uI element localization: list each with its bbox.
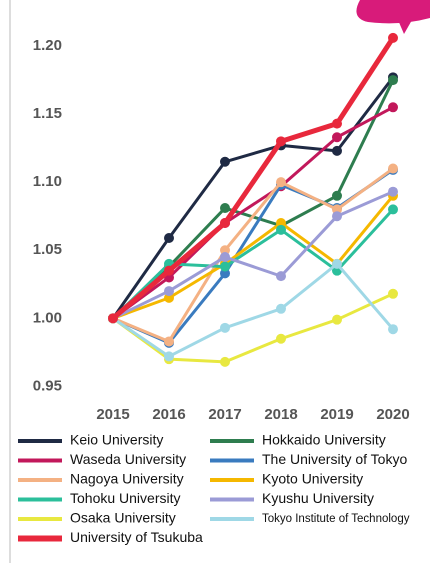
data-point: [332, 145, 342, 156]
data-point: [276, 333, 286, 344]
x-tick-label: 2016: [152, 406, 185, 423]
legend-label: University of Tsukuba: [70, 529, 203, 545]
x-tick-label: 2018: [264, 406, 297, 423]
data-point: [164, 351, 174, 362]
data-point: [332, 118, 342, 129]
data-point: [388, 32, 398, 43]
data-point: [220, 356, 230, 367]
data-point: [276, 303, 286, 314]
data-point: [388, 163, 398, 174]
series-line: [112, 292, 394, 364]
data-point: [332, 132, 342, 143]
data-point: [108, 313, 118, 324]
data-point: [388, 204, 398, 215]
data-point: [332, 258, 342, 269]
y-tick-label: 1.20: [33, 37, 62, 54]
callout-pointer: [398, 20, 412, 34]
x-tick-label: 2017: [208, 406, 241, 423]
data-point: [276, 271, 286, 282]
data-point: [220, 252, 230, 263]
y-tick-label: 1.00: [33, 309, 62, 326]
series-line: [111, 76, 395, 320]
data-point: [388, 75, 398, 86]
y-tick-label: 1.10: [33, 173, 62, 190]
data-point: [220, 261, 230, 272]
y-tick-label: 0.95: [33, 377, 62, 394]
x-tick-label: 2015: [96, 406, 129, 423]
series-line: [112, 262, 395, 358]
data-point: [388, 288, 398, 299]
legend-label: Tokyo Institute of Technology: [262, 513, 410, 525]
data-point: [220, 322, 230, 333]
series-line: [111, 208, 395, 320]
legend-label: The University of Tokyo: [262, 451, 407, 467]
legend-label: Osaka University: [70, 510, 176, 526]
series-line: [112, 194, 395, 320]
data-point: [332, 314, 342, 325]
legend-label: Tohoku University: [70, 490, 181, 506]
data-point: [332, 211, 342, 222]
legend-label: Nagoya University: [70, 471, 184, 487]
series-line: [111, 36, 396, 321]
series-line: [112, 167, 394, 343]
data-point: [332, 190, 342, 201]
data-point: [220, 156, 230, 167]
legend-label: Keio University: [70, 432, 163, 448]
x-tick-label: 2020: [376, 406, 409, 423]
data-point: [388, 186, 398, 197]
data-point: [388, 324, 398, 335]
data-point: [276, 177, 286, 188]
callout-bubble: [356, 0, 430, 24]
data-point: [164, 232, 174, 243]
data-point: [164, 286, 174, 297]
series-line: [112, 105, 394, 320]
data-point: [276, 224, 286, 235]
data-point: [220, 203, 230, 214]
data-point: [220, 218, 230, 229]
y-tick-label: 1.05: [33, 241, 62, 258]
legend-label: Hokkaido University: [262, 432, 386, 448]
y-tick-label: 1.15: [33, 105, 62, 122]
data-point: [164, 265, 174, 276]
legend-label: Kyushu University: [262, 490, 374, 506]
legend-label: Kyoto University: [262, 471, 363, 487]
data-point: [388, 102, 398, 113]
data-point: [164, 336, 174, 347]
legend-label: Waseda University: [70, 451, 186, 467]
x-tick-label: 2019: [320, 406, 353, 423]
series-line: [112, 190, 394, 320]
data-point: [276, 136, 286, 147]
